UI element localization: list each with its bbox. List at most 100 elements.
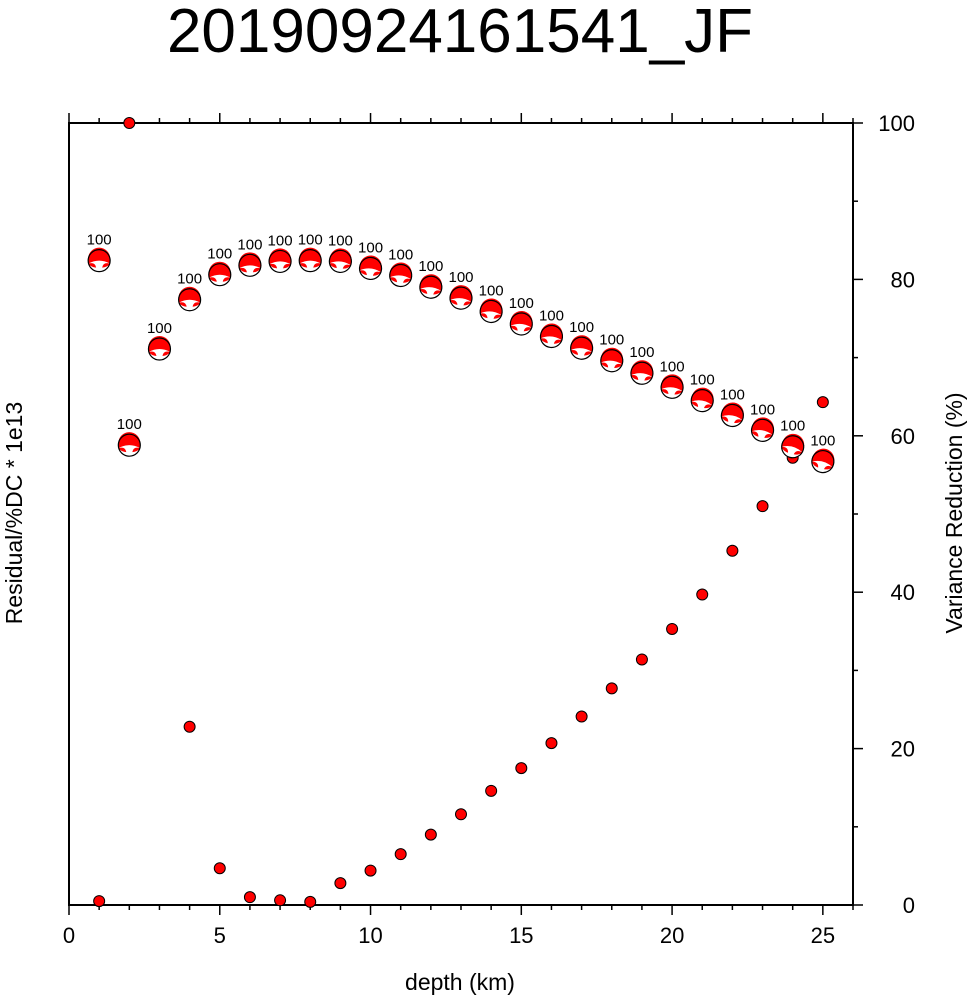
beachball-outline [449, 286, 473, 310]
beachball-outline [720, 403, 744, 428]
beachball-quadrant [403, 278, 412, 283]
beachball-quadrant [449, 285, 473, 303]
beachball-quadrant [299, 263, 308, 268]
beachball-quadrant [419, 289, 428, 294]
x-tick-label: 25 [811, 923, 835, 948]
beachball-quadrant [238, 267, 247, 273]
beachball-quadrant [660, 389, 669, 395]
beachball-quadrant [570, 335, 593, 353]
beachball-outline [509, 312, 533, 336]
right-y-axis-label: Variance Reduction (%) [941, 392, 967, 633]
mechanism-beachball [268, 248, 292, 274]
beachball-quadrant [162, 351, 171, 356]
mechanism-beachball [87, 247, 111, 273]
residual-point [364, 864, 377, 877]
residual-point [213, 862, 226, 875]
beachball-quadrant [540, 323, 563, 341]
residual-point [666, 622, 679, 635]
beachball-outline [630, 361, 654, 385]
axes: 0 5 10 15 20 25 0 20 40 60 80 100 [63, 111, 915, 948]
residual-point [183, 720, 196, 733]
vr-label: 100 [147, 320, 172, 337]
residual-point [726, 544, 739, 557]
residual-point [394, 848, 407, 861]
mechanism-beachball [389, 262, 413, 288]
beachball-quadrant [479, 313, 488, 319]
beachball-quadrant [781, 433, 805, 453]
vr-label: 100 [207, 246, 232, 263]
residual-point [816, 396, 829, 409]
mechanism-beachball [479, 298, 503, 324]
vr-points: 100 100 100 100 100 100 100 100 100 100 100 100 100 1… [87, 232, 835, 474]
beachball-quadrant [269, 263, 278, 269]
beachball-quadrant [811, 461, 819, 468]
beachball-quadrant [252, 267, 261, 273]
mechanism-beachball [781, 433, 805, 459]
vr-label: 100 [479, 282, 504, 299]
mechanism-beachball [298, 247, 322, 273]
vr-label: 100 [690, 372, 715, 389]
beachball-quadrant [630, 375, 639, 380]
right-y-tick-label: 40 [891, 580, 915, 605]
beachball-outline [781, 435, 805, 459]
beachball-quadrant [222, 277, 231, 282]
beachball-outline [389, 263, 413, 288]
vr-label: 100 [388, 246, 413, 263]
beachball-quadrant [479, 298, 503, 316]
beachball-outline [328, 249, 352, 274]
right-y-tick-label: 60 [891, 424, 915, 449]
vr-label: 100 [117, 416, 142, 433]
beachball-quadrant [630, 360, 654, 378]
vr-label: 100 [509, 295, 534, 312]
residual-point [515, 762, 528, 775]
residual-point [243, 891, 256, 904]
residual-point [93, 895, 106, 908]
plot-frame [68, 122, 854, 906]
beachball-quadrant [751, 431, 759, 437]
beachball-quadrant [493, 314, 502, 319]
mechanism-beachball [117, 432, 141, 457]
beachball-quadrant [523, 327, 533, 332]
beachball-quadrant [329, 263, 337, 269]
vr-label: 100 [298, 232, 323, 249]
beachball-quadrant [359, 255, 382, 273]
residual-point [455, 808, 467, 821]
beachball-quadrant [674, 390, 683, 395]
beachball-quadrant [208, 277, 217, 282]
mechanism-beachball [811, 448, 835, 474]
beachball-quadrant [553, 339, 563, 344]
mechanism-beachball [147, 335, 172, 361]
beachball-quadrant [614, 363, 623, 368]
beachball-outline [419, 275, 443, 299]
mechanism-beachball [600, 347, 624, 373]
beachball-outline [87, 249, 111, 273]
vr-label: 100 [780, 418, 805, 435]
beachball-quadrant [433, 290, 442, 295]
right-y-tick-label: 0 [903, 893, 915, 918]
beachball-outline [600, 349, 624, 373]
mechanism-beachball [328, 248, 352, 274]
x-tick-label: 15 [509, 923, 533, 948]
beachball-quadrant [764, 434, 773, 438]
mechanism-beachball [720, 402, 744, 428]
vr-label: 100 [237, 236, 262, 253]
mechanism-beachball [449, 285, 473, 310]
beachball-outline [690, 389, 714, 413]
residual-points [93, 117, 829, 908]
vr-label: 100 [750, 401, 775, 418]
mechanism-beachball [690, 387, 714, 413]
residual-point [696, 588, 709, 601]
residual-point [424, 828, 437, 841]
mechanism-beachball [660, 374, 684, 399]
residual-point [635, 653, 648, 666]
left-y-axis-label: Residual/%DC * 1e13 [1, 402, 27, 624]
beachball-quadrant [419, 274, 442, 292]
beachball-quadrant [313, 263, 322, 268]
beachball-outline [539, 324, 564, 349]
residual-point [605, 682, 618, 695]
beachball-quadrant [178, 302, 187, 307]
mechanism-beachball [750, 417, 775, 442]
beachball-outline [298, 249, 322, 273]
beachball-quadrant [570, 350, 579, 355]
beachball-outline [147, 337, 172, 361]
